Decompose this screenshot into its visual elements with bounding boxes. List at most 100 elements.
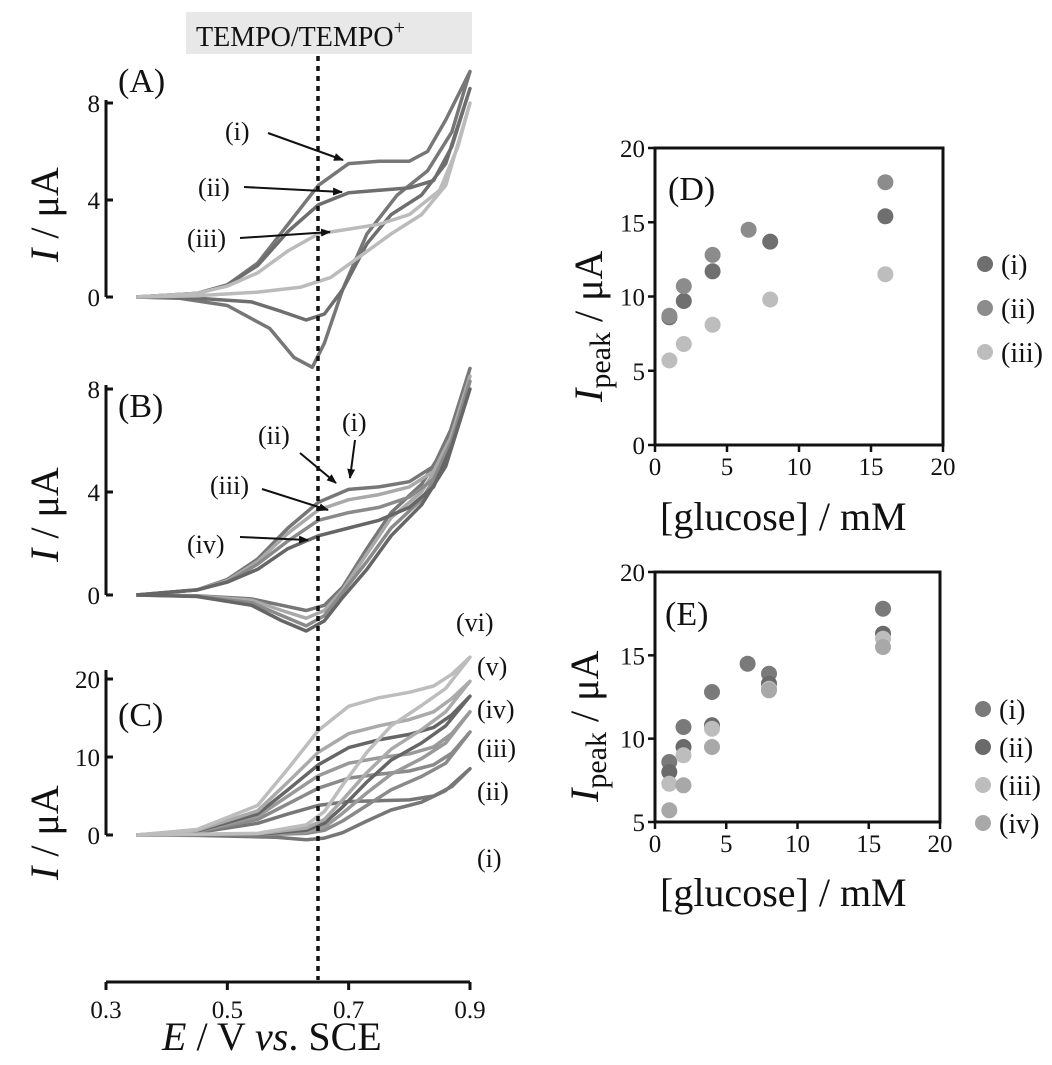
panel-d-point-i	[704, 263, 721, 280]
panel-e-point-iv	[704, 739, 720, 755]
tempo-header-label: TEMPO/TEMPO+	[196, 17, 405, 53]
panel-e-legend-marker	[975, 701, 991, 717]
panel-b-ylabel-i: I	[22, 547, 67, 563]
panel-c-curve-iii	[136, 710, 472, 837]
panel-a-label-ii: (ii)	[198, 173, 230, 202]
panel-b-label-iv: (iv)	[187, 530, 225, 559]
panel-d-xlabel: [glucose] / mM	[660, 494, 907, 539]
panel-c-curve-v	[136, 679, 472, 837]
panel-d-point-ii	[675, 278, 692, 295]
panel-e-label: (E)	[665, 596, 708, 633]
panel-e-point-i	[739, 655, 756, 672]
left-xtick-label: 0.9	[454, 997, 485, 1024]
panel-e-legend-label: (i)	[999, 695, 1025, 726]
panel-d-point-i	[675, 293, 692, 309]
panel-e-ytick-label: 20	[620, 560, 645, 587]
panel-a-ylabel: I / μA	[22, 167, 67, 263]
panel-e-point-ii	[661, 764, 678, 780]
panel-d: (D) 0 5 10 15 20 0 5 10 15 20 Ipeak / μA [glucose…	[566, 136, 1043, 539]
panel-c-y-ticks: 0 10 20	[75, 667, 113, 850]
panel-a-arrow-iii	[239, 228, 331, 239]
panel-b-arrow-i	[347, 439, 356, 479]
panel-b-curve-ii	[136, 374, 472, 620]
panel-c-ytick-label: 10	[75, 745, 100, 772]
panel-e-xtick-label: 20	[928, 831, 953, 858]
panel-e-legend-marker	[975, 739, 991, 755]
panel-e-ytick-label: 15	[620, 643, 645, 670]
panel-c-ytick-label: 0	[88, 823, 101, 850]
panel-b-label-ii: (ii)	[258, 421, 290, 450]
panel-d-point-i	[877, 208, 894, 225]
panel-c-label-ii: (ii)	[477, 777, 509, 806]
tempo-header-background	[186, 12, 472, 54]
panel-d-ylabel-sub: peak	[584, 332, 617, 389]
panel-a-arrow-i	[267, 132, 344, 161]
panel-a-ytick-label: 0	[88, 285, 101, 312]
panel-a-ytick-label: 4	[88, 188, 101, 215]
panel-e-point-i	[675, 719, 692, 735]
panel-b-label-iii: (iii)	[210, 471, 249, 500]
panel-e-point-i	[704, 684, 720, 700]
left-xtick-label: 0.3	[90, 997, 121, 1024]
panel-e-point-iii	[661, 775, 678, 792]
panel-a-arrow-ii	[243, 186, 343, 196]
panel-a-curves	[136, 69, 472, 370]
panel-a-curve-ii	[136, 86, 472, 322]
panel-c-ytick-label: 20	[75, 667, 100, 694]
panel-c-label-vi: (vi)	[456, 608, 494, 637]
panel-e-point-iv	[761, 682, 777, 699]
panel-d-ylabel-i: I	[566, 387, 611, 403]
panel-e-ytick-label: 10	[620, 727, 645, 754]
panel-d-legend-marker	[977, 344, 993, 360]
panel-d-ytick-label: 5	[633, 359, 646, 386]
panel-e-point-iii	[675, 747, 692, 764]
panel-d-point-iii	[704, 316, 721, 333]
panel-c-ylabel-i: I	[22, 865, 67, 881]
panel-e-legend-label: (iv)	[999, 809, 1039, 840]
panel-b: (B) 0 4 8 I / μA (ii) (i) (iii) (iv)	[22, 366, 472, 633]
panel-c-curve-vi	[136, 655, 472, 837]
panel-c-label-iv: (iv)	[477, 695, 515, 724]
xlabel-sce: . SCE	[288, 1014, 381, 1059]
panel-b-ylabel-unit: / μA	[22, 467, 67, 549]
panel-e-point-iv	[675, 777, 692, 794]
panel-d-point-iii	[661, 352, 678, 369]
panel-b-curve-iv	[136, 387, 472, 633]
panel-e-legend-marker	[975, 815, 991, 831]
panel-b-ytick-label: 8	[88, 377, 101, 404]
panel-d-points	[661, 174, 894, 369]
panel-c-label-i: (i)	[477, 844, 502, 873]
left-xtick-label: 0.7	[333, 997, 364, 1024]
panel-e-legend-marker	[975, 777, 991, 793]
left-xtick-label: 0.5	[212, 997, 243, 1024]
panel-d-legend-label: (iii)	[1001, 338, 1043, 369]
panel-e-ylabel-i: I	[562, 787, 607, 803]
panel-b-y-ticks: 0 4 8	[88, 377, 113, 610]
panel-a-ylabel-unit: / μA	[22, 167, 67, 249]
panel-a-label-i: (i)	[225, 117, 250, 146]
panel-b-curve-iii	[136, 379, 472, 628]
panel-e-legend-label: (ii)	[999, 733, 1033, 764]
panel-d-xtick-label: 20	[931, 454, 956, 481]
left-x-ticks: 0.3 0.5 0.7 0.9	[90, 982, 486, 1024]
tempo-header-superscript: +	[394, 17, 405, 39]
panel-c-label: (C)	[118, 697, 163, 734]
panel-d-point-iii	[675, 336, 692, 352]
panel-b-arrow-iv	[239, 535, 309, 544]
panel-b-label: (B)	[118, 388, 163, 425]
panel-c-label-v: (v)	[477, 652, 507, 681]
panel-a-y-ticks: 0 4 8	[88, 91, 113, 312]
panel-d-xtick-label: 5	[721, 454, 734, 481]
xlabel-vs: vs	[255, 1014, 288, 1059]
panel-c-label-iii: (iii)	[477, 734, 516, 763]
panel-e-point-iv	[661, 802, 678, 819]
panel-c-curves	[136, 655, 472, 842]
left-x-axis-label: E / V vs. SCE	[161, 1014, 382, 1059]
panel-e-point-iii	[704, 720, 720, 737]
panel-d-ticks: 0 5 10 15 20 0 5 10 15 20	[620, 136, 956, 481]
panel-d-point-ii	[704, 246, 721, 263]
panel-d-ytick-label: 0	[633, 433, 646, 460]
tempo-header: TEMPO/TEMPO+	[186, 12, 472, 54]
